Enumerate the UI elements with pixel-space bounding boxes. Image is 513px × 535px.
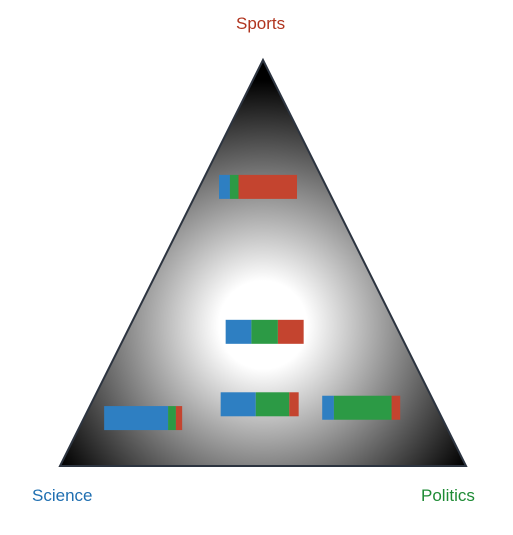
composition-bar-sports-dominant <box>219 174 298 199</box>
bar-segment-sports <box>289 392 299 417</box>
bar-segment-science <box>219 174 230 199</box>
composition-bar-science-dominant <box>104 406 183 431</box>
vertex-label-politics: Politics <box>421 486 475 505</box>
ternary-triangle <box>58 57 468 467</box>
bar-segment-politics <box>168 406 176 431</box>
composition-bar-politics-dominant <box>322 395 401 420</box>
bar-segment-politics <box>333 395 392 420</box>
bar-segment-sports <box>175 406 183 431</box>
bar-segment-science <box>225 319 252 344</box>
composition-bar-science-politics-mix <box>220 392 299 417</box>
bar-segment-sports <box>238 174 298 199</box>
bar-segment-politics <box>229 174 239 199</box>
bar-segment-politics <box>255 392 290 417</box>
vertex-label-sports: Sports <box>236 14 286 33</box>
vertex-label-science: Science <box>32 486 93 505</box>
composition-bars <box>104 174 401 431</box>
bar-segment-science <box>104 406 169 431</box>
composition-bar-balanced <box>225 319 304 344</box>
bar-segment-sports <box>277 319 304 344</box>
bar-segment-science <box>220 392 256 417</box>
bar-segment-science <box>322 395 334 420</box>
bar-segment-sports <box>391 395 401 420</box>
bar-segment-politics <box>251 319 278 344</box>
